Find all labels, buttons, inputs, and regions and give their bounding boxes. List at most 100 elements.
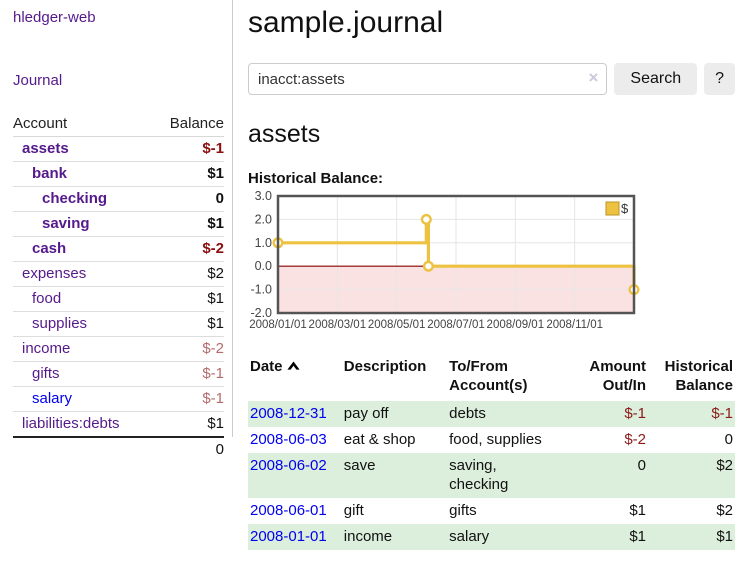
register-header-description: Description [343,358,427,375]
svg-text:2008/09/01: 2008/09/01 [487,319,545,331]
register-accounts: food, supplies [449,431,542,448]
account-row: saving $1 [13,211,224,237]
account-balance: $1 [152,211,224,237]
register-amount: $-2 [624,431,647,448]
account-link[interactable]: cash [32,240,67,257]
svg-text:1.0: 1.0 [255,236,272,250]
search-input[interactable] [248,63,608,95]
chart-label: Historical Balance: [248,170,384,187]
account-link[interactable]: bank [32,165,68,182]
account-balance: $-2 [152,336,224,362]
register-description: gift [343,502,364,519]
account-row: assets $-1 [13,136,224,162]
accounts-total: 0 [152,436,224,462]
register-header-date[interactable]: Date [248,355,342,401]
accounts-header-account: Account [13,113,153,137]
account-row: liabilities:debts $1 [13,411,224,438]
register-row: 2008-06-02 save saving, checking 0 $2 [248,453,735,498]
account-link[interactable]: food [32,290,62,307]
account-row: gifts $-1 [13,361,224,387]
account-link[interactable]: saving [42,215,90,232]
search-form: × Search ? [248,63,735,95]
register-date-link[interactable]: 2008-01-01 [250,528,327,545]
account-balance: $1 [152,411,224,438]
register-accounts: debts [447,401,576,427]
accounts-header-balance: Balance [152,113,224,137]
register-row: 2008-06-03 eat & shop food, supplies $-2… [248,427,735,453]
svg-text:2.0: 2.0 [255,212,272,226]
account-link[interactable]: checking [42,190,108,207]
account-link[interactable]: salary [32,390,73,407]
register-balance: $1 [648,524,735,550]
account-row: supplies $1 [13,311,224,337]
account-balance: $1 [152,311,224,337]
help-button[interactable]: ? [704,63,735,95]
register-description: eat & shop [343,431,416,448]
account-link[interactable]: income [22,340,71,357]
svg-text:2008/01/01: 2008/01/01 [249,319,307,331]
sort-ascending-icon [286,357,300,376]
register-date-link[interactable]: 2008-06-02 [250,457,327,474]
svg-text:2008/03/01: 2008/03/01 [309,319,367,331]
account-row: cash $-2 [13,236,224,262]
register-amount: $1 [629,502,647,519]
account-balance: $-2 [152,236,224,262]
register-amount: 0 [575,453,649,498]
register-description: pay off [341,401,448,427]
svg-text:2008/07/01: 2008/07/01 [427,319,485,331]
register-description: income [341,524,448,550]
account-row: expenses $2 [13,261,224,287]
account-row: income $-2 [13,336,224,362]
account-balance: $2 [152,261,224,287]
account-balance: 0 [152,186,224,212]
search-button[interactable]: Search [614,63,698,95]
account-link[interactable]: assets [22,140,69,157]
account-balance: $-1 [152,136,224,162]
register-accounts: saving, checking [447,453,576,498]
brand-link[interactable]: hledger-web [13,9,96,26]
account-row: checking 0 [13,186,224,212]
svg-text:0.0: 0.0 [255,259,272,273]
register-header-balance: Historical Balance [664,358,733,394]
register-table: Date Description To/From Account(s) Amou… [248,355,735,550]
account-row: bank $1 [13,161,224,187]
clear-search-icon[interactable]: × [588,68,599,87]
svg-text:2008/05/01: 2008/05/01 [368,319,426,331]
svg-text:-1.0: -1.0 [250,283,272,297]
register-date-link[interactable]: 2008-12-31 [250,405,327,422]
register-balance: $2 [716,502,733,519]
svg-text:2008/11/01: 2008/11/01 [546,319,603,331]
account-heading: assets [248,120,321,148]
svg-text:$: $ [621,201,629,216]
register-accounts: salary [447,524,576,550]
accounts-total-row: 0 [13,436,224,462]
register-date-link[interactable]: 2008-06-01 [250,502,327,519]
register-accounts: gifts [449,502,477,519]
register-header-row: Date Description To/From Account(s) Amou… [248,355,735,401]
accounts-table: Account Balance assets $-1 bank $1 check… [13,113,224,462]
account-link[interactable]: gifts [32,365,60,382]
account-link[interactable]: liabilities:debts [22,415,120,432]
register-balance: $-1 [648,401,735,427]
register-row: 2008-12-31 pay off debts $-1 $-1 [248,401,735,427]
svg-text:3.0: 3.0 [255,191,272,203]
register-header-accounts: To/From Account(s) [449,358,528,394]
sidebar-item-journal[interactable]: Journal [13,72,63,89]
register-header-amount: Amount Out/In [589,358,647,394]
svg-text:-2.0: -2.0 [250,306,272,320]
register-amount: $-1 [575,401,649,427]
account-link[interactable]: supplies [32,315,88,332]
main-content: sample.journal × Search ? assets Histori… [248,0,735,550]
account-row: food $1 [13,286,224,312]
account-link[interactable]: expenses [22,265,87,282]
account-row: salary $-1 [13,386,224,412]
account-balance: $-1 [152,361,224,387]
page-title: sample.journal [248,6,444,39]
account-balance: $1 [152,161,224,187]
register-row: 2008-06-01 gift gifts $1 $2 [248,498,735,524]
register-date-link[interactable]: 2008-06-03 [250,431,327,448]
register-balance: $2 [648,453,735,498]
register-balance: 0 [724,431,733,448]
accounts-header-row: Account Balance [13,113,224,137]
